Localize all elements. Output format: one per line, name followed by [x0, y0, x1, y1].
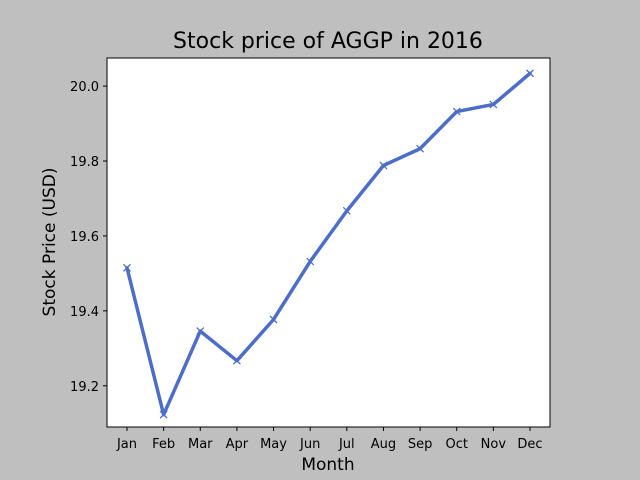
x-axis-label: Month [301, 455, 354, 475]
data-point-marker [196, 327, 205, 336]
x-tick-label: Jul [338, 437, 355, 452]
x-axis: Jan Feb Mar Apr May Jun Jul Aug Sep Oct Nov Dec [116, 427, 543, 452]
x-tick-label: Oct [445, 437, 467, 452]
series-layer [123, 69, 534, 419]
x-tick-label: Dec [517, 437, 542, 452]
x-tick-label: Jun [299, 437, 320, 452]
x-tick-label: Jan [116, 437, 137, 452]
x-tick-label: Apr [226, 437, 249, 452]
data-point-marker [342, 206, 351, 215]
series-line [125, 71, 532, 417]
x-tick-label: May [260, 437, 287, 452]
data-point-marker [159, 410, 168, 419]
x-tick-label: Aug [371, 437, 396, 452]
plot-area [106, 57, 551, 428]
data-point-marker [269, 315, 278, 324]
data-point-marker [416, 144, 425, 153]
data-point-marker [452, 107, 461, 116]
y-tick-label: 19.2 [70, 380, 99, 395]
x-tick-label: Nov [481, 437, 507, 452]
data-point-marker [526, 69, 534, 78]
y-tick-label: 19.8 [70, 155, 99, 170]
y-axis: 19.2 19.4 19.6 19.8 20.0 [70, 80, 107, 395]
x-tick-label: Mar [188, 437, 213, 452]
data-point-marker [306, 257, 315, 266]
y-tick-label: 20.0 [70, 80, 99, 95]
y-tick-label: 19.4 [70, 305, 99, 320]
data-point-marker [379, 161, 388, 170]
data-point-marker [489, 100, 498, 109]
data-point-marker [123, 263, 131, 272]
y-axis-label: Stock Price (USD) [40, 168, 60, 317]
x-tick-label: Feb [152, 437, 175, 452]
chart-title: Stock price of AGGP in 2016 [173, 29, 483, 54]
x-tick-label: Sep [408, 437, 433, 452]
data-point-marker [232, 356, 241, 365]
y-tick-label: 19.6 [70, 230, 99, 245]
